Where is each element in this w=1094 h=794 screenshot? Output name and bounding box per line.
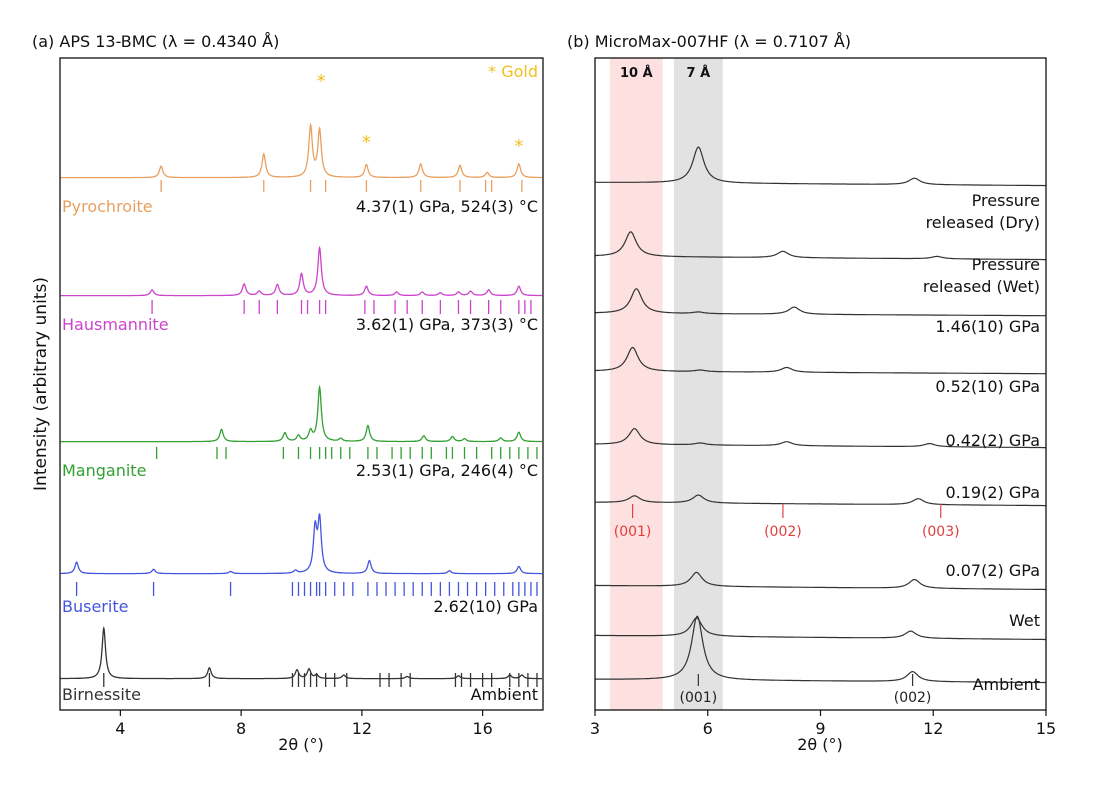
trace-b bbox=[595, 231, 1046, 261]
trace-b bbox=[595, 288, 1046, 317]
x-tick-label: 9 bbox=[815, 719, 825, 738]
band-label: 7 Å bbox=[687, 65, 711, 81]
panel-b-traces bbox=[595, 146, 1046, 684]
panel-b-x-axis: 3 6 9 12 15 bbox=[590, 710, 1056, 738]
trace-buserite bbox=[60, 513, 543, 575]
condition-label-manganite: 2.53(1) GPa, 246(4) °C bbox=[356, 461, 538, 480]
series-label-b: Ambient bbox=[973, 675, 1040, 694]
y-axis-label: Intensity (arbitrary units) bbox=[31, 277, 51, 491]
x-tick-label: 8 bbox=[236, 719, 246, 738]
x-tick-label: 4 bbox=[115, 719, 125, 738]
condition-label-buserite: 2.62(10) GPa bbox=[433, 597, 538, 616]
condition-label-hausmannite: 3.62(1) GPa, 373(3) °C bbox=[356, 315, 538, 334]
x-tick-label: 6 bbox=[703, 719, 713, 738]
series-label-b: released (Wet) bbox=[923, 277, 1040, 296]
band-7a bbox=[673, 58, 723, 710]
panel-b-xlabel: 2θ (°) bbox=[797, 735, 843, 754]
trace-b bbox=[595, 427, 1046, 449]
x-tick-label: 12 bbox=[923, 719, 943, 738]
trace-hausmannite bbox=[60, 245, 543, 297]
series-label-b: 0.52(10) GPa bbox=[935, 377, 1040, 396]
trace-b bbox=[595, 146, 1046, 187]
panel-b-labels: Pressure released (Dry) Pressure released (… bbox=[923, 191, 1040, 694]
trace-birnessite bbox=[60, 625, 543, 680]
series-label-b: 0.19(2) GPa bbox=[945, 483, 1040, 502]
trace-b bbox=[595, 346, 1046, 375]
panel-a-traces bbox=[60, 122, 543, 687]
series-label-b: Pressure bbox=[972, 255, 1040, 274]
x-tick-label: 15 bbox=[1036, 719, 1056, 738]
panel-a-x-axis: 4 8 12 16 bbox=[115, 710, 493, 738]
panel-a-xlabel: 2θ (°) bbox=[278, 735, 324, 754]
panel-b-title: (b) MicroMax-007HF (λ = 0.7107 Å) bbox=[567, 32, 851, 51]
reflection-label-10a: (002) bbox=[764, 524, 802, 540]
panel-b: (b) MicroMax-007HF (λ = 0.7107 Å) 10 Å 7 … bbox=[567, 32, 1056, 754]
reflection-label-7a: (002) bbox=[894, 690, 932, 706]
trace-b bbox=[595, 494, 1046, 507]
series-label-birnessite: Birnessite bbox=[62, 685, 141, 704]
reflection-label-10a: (001) bbox=[614, 524, 652, 540]
band-label: 10 Å bbox=[620, 65, 653, 81]
x-tick-label: 12 bbox=[352, 719, 372, 738]
panel-b-reflections: (001) (002) (003) (001) (002) bbox=[614, 504, 960, 706]
panel-b-bands: 10 Å 7 Å bbox=[610, 58, 723, 710]
series-label-buserite: Buserite bbox=[62, 597, 128, 616]
series-label-b: 0.42(2) GPa bbox=[945, 431, 1040, 450]
trace-manganite bbox=[60, 384, 543, 443]
series-label-b: 1.46(10) GPa bbox=[935, 317, 1040, 336]
series-label-b: released (Dry) bbox=[926, 213, 1040, 232]
panel-a-labels: Pyrochroite 4.37(1) GPa, 524(3) °C Hausman… bbox=[62, 71, 538, 704]
condition-label-pyrochroite: 4.37(1) GPa, 524(3) °C bbox=[356, 197, 538, 216]
panel-a-title: (a) APS 13-BMC (λ = 0.4340 Å) bbox=[32, 32, 279, 51]
x-tick-label: 16 bbox=[472, 719, 492, 738]
series-label-b: 0.07(2) GPa bbox=[945, 561, 1040, 580]
trace-b bbox=[595, 571, 1046, 591]
reflection-label-7a: (001) bbox=[680, 690, 718, 706]
reflection-label-10a: (003) bbox=[922, 524, 960, 540]
series-label-b: Pressure bbox=[972, 191, 1040, 210]
series-label-hausmannite: Hausmannite bbox=[62, 315, 169, 334]
series-label-manganite: Manganite bbox=[62, 461, 146, 480]
series-label-pyrochroite: Pyrochroite bbox=[62, 197, 153, 216]
trace-b bbox=[595, 617, 1046, 641]
condition-label-birnessite: Ambient bbox=[471, 685, 538, 704]
series-label-b: Wet bbox=[1009, 611, 1040, 630]
gold-marker: * bbox=[362, 132, 371, 153]
gold-annotation: * Gold bbox=[488, 62, 538, 81]
panel-a: (a) APS 13-BMC (λ = 0.4340 Å) Pyrochroit… bbox=[32, 32, 544, 754]
panel-a-frame bbox=[59, 57, 544, 711]
trace-pyrochroite bbox=[60, 122, 543, 179]
band-10a bbox=[610, 58, 663, 710]
gold-marker: * bbox=[317, 71, 326, 92]
gold-marker: * bbox=[514, 136, 523, 157]
trace-b bbox=[595, 615, 1046, 684]
x-tick-label: 3 bbox=[590, 719, 600, 738]
